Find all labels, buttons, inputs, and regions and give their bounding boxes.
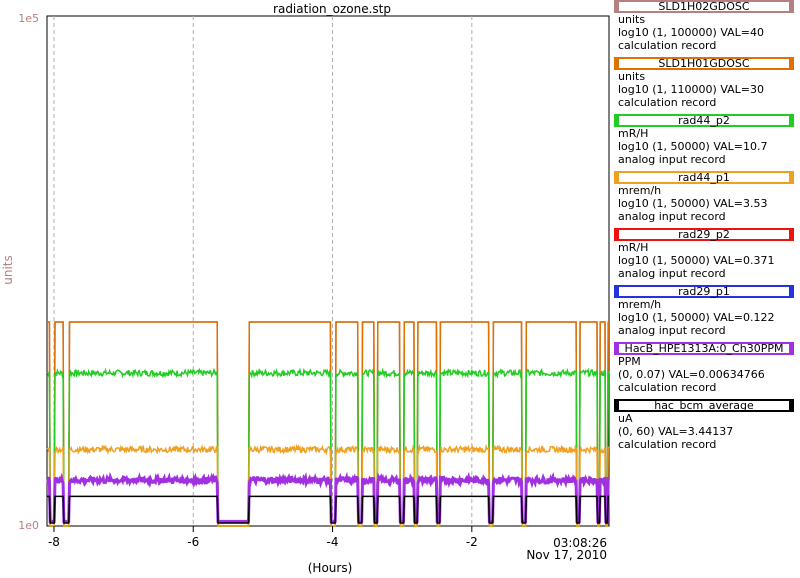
x-tick-label: -8	[48, 535, 60, 549]
legend-series-name[interactable]: rad44_p1	[614, 171, 794, 184]
legend-record: calculation record	[618, 96, 717, 109]
legend-range: log10 (1, 50000) VAL=10.7	[618, 140, 768, 153]
series-line-2	[47, 321, 609, 527]
legend-series-name[interactable]: HacB_HPE1313A:0_Ch30PPM	[614, 342, 794, 355]
legend-record: calculation record	[618, 438, 717, 451]
legend-unit: mrem/h	[618, 298, 662, 311]
legend-record: analog input record	[618, 210, 726, 223]
legend-record: analog input record	[618, 324, 726, 337]
series-line-4	[46, 443, 610, 527]
legend-series-name[interactable]: SLD1H01GDOSC	[614, 57, 794, 70]
legend-record: calculation record	[618, 381, 717, 394]
grid-lines	[53, 16, 473, 526]
x-tick-label: -2	[466, 535, 478, 549]
legend-range: log10 (1, 50000) VAL=0.371	[618, 254, 775, 267]
y-top-label: 1e5	[18, 12, 39, 25]
legend-entry[interactable]: SLD1H02GDOSC units log10 (1, 100000) VAL=4…	[612, 0, 800, 57]
legend-range: log10 (1, 100000) VAL=40	[618, 26, 765, 39]
series-line-7	[46, 471, 610, 523]
legend-range: log10 (1, 50000) VAL=3.53	[618, 197, 768, 210]
legend-range: log10 (1, 50000) VAL=0.122	[618, 311, 775, 324]
legend-unit: PPM	[618, 355, 641, 368]
legend-record: calculation record	[618, 39, 717, 52]
end-date-label: Nov 17, 2010	[526, 548, 607, 562]
series-line-3	[46, 367, 610, 527]
series-line-8	[47, 495, 609, 524]
legend-entry[interactable]: rad44_p1 mrem/h log10 (1, 50000) VAL=3.53 a…	[612, 171, 800, 228]
legend-range: (0, 0.07) VAL=0.00634766	[618, 368, 765, 381]
end-time-label: 03:08:26	[553, 536, 607, 550]
x-tick-label: -4	[327, 535, 339, 549]
legend-series-name[interactable]: rad29_p1	[614, 285, 794, 298]
legend-unit: uA	[618, 412, 633, 425]
legend-entry[interactable]: hac_bcm_average uA (0, 60) VAL=3.44137 calc…	[612, 399, 800, 456]
legend-series-name[interactable]: rad44_p2	[614, 114, 794, 127]
legend: SLD1H02GDOSC units log10 (1, 100000) VAL=4…	[612, 0, 800, 456]
x-tick-label: -6	[187, 535, 199, 549]
x-axis-label: (Hours)	[308, 561, 353, 575]
legend-record: analog input record	[618, 153, 726, 166]
legend-unit: units	[618, 70, 646, 83]
legend-unit: mrem/h	[618, 184, 662, 197]
series-lines	[46, 321, 610, 527]
legend-series-name[interactable]: hac_bcm_average	[614, 399, 794, 412]
y-axis-label: units	[1, 255, 15, 285]
legend-range: log10 (1, 110000) VAL=30	[618, 83, 765, 96]
legend-entry[interactable]: rad29_p2 mR/H log10 (1, 50000) VAL=0.371 an…	[612, 228, 800, 285]
legend-entry[interactable]: HacB_HPE1313A:0_Ch30PPM PPM (0, 0.07) VAL=…	[612, 342, 800, 399]
legend-entry[interactable]: rad29_p1 mrem/h log10 (1, 50000) VAL=0.122…	[612, 285, 800, 342]
legend-entry[interactable]: rad44_p2 mR/H log10 (1, 50000) VAL=10.7 ana…	[612, 114, 800, 171]
y-bottom-label: 1e0	[18, 519, 39, 532]
x-axis-ticks: -8 -6 -4 -2	[48, 526, 478, 549]
legend-unit: mR/H	[618, 241, 649, 254]
legend-record: analog input record	[618, 267, 726, 280]
legend-series-name[interactable]: rad29_p2	[614, 228, 794, 241]
legend-series-name[interactable]: SLD1H02GDOSC	[614, 0, 794, 13]
legend-entry[interactable]: SLD1H01GDOSC units log10 (1, 110000) VAL=3…	[612, 57, 800, 114]
chart-title: radiation_ozone.stp	[273, 2, 391, 16]
legend-unit: units	[618, 13, 646, 26]
legend-range: (0, 60) VAL=3.44137	[618, 425, 734, 438]
plot-frame	[46, 15, 610, 527]
legend-unit: mR/H	[618, 127, 649, 140]
